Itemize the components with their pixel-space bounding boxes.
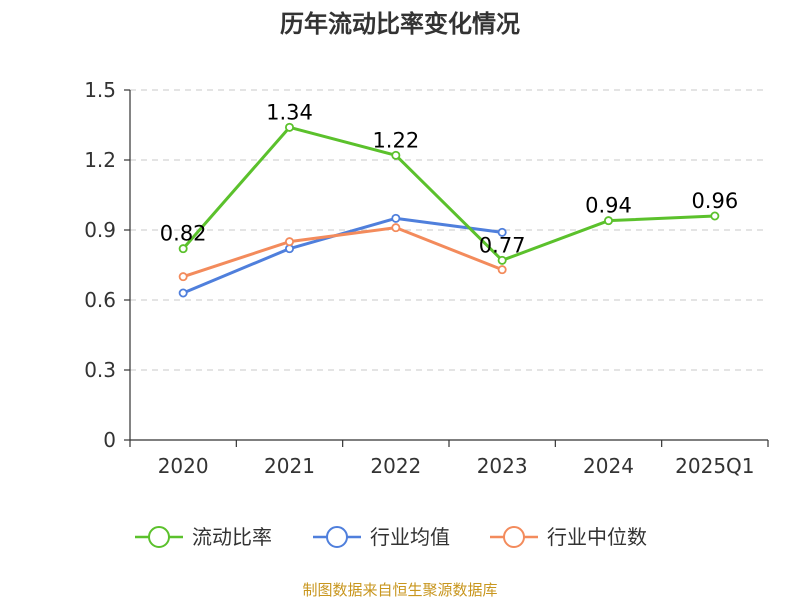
y-tick-label: 0 bbox=[103, 428, 116, 452]
data-label: 1.34 bbox=[266, 100, 313, 124]
series-line-2 bbox=[182, 226, 503, 279]
data-point bbox=[391, 213, 401, 223]
grid bbox=[130, 89, 768, 371]
legend-item[interactable]: 行业中位数 bbox=[490, 525, 647, 549]
axes: 0 0.3 0.6 0.9 1.2 1.5 2020 2021 2022 2023 2024 2025… bbox=[84, 78, 769, 478]
legend-label: 行业均值 bbox=[370, 525, 450, 549]
series-line-0 bbox=[182, 125, 715, 262]
y-tick-label: 0.6 bbox=[84, 288, 116, 312]
data-point bbox=[391, 150, 401, 160]
data-point bbox=[178, 288, 188, 298]
source-note: 制图数据来自恒生聚源数据库 bbox=[302, 581, 497, 599]
data-label: 0.96 bbox=[691, 189, 738, 213]
data-point bbox=[497, 255, 507, 265]
data-point bbox=[178, 272, 188, 282]
legend-marker bbox=[148, 526, 170, 548]
legend-marker bbox=[326, 526, 348, 548]
data-point bbox=[497, 265, 507, 275]
chart-title: 历年流动比率变化情况 bbox=[280, 10, 520, 38]
legend-label: 行业中位数 bbox=[547, 525, 647, 549]
y-tick-label: 1.2 bbox=[84, 148, 116, 172]
y-tick-label: 0.3 bbox=[84, 358, 116, 382]
y-tick-label: 1.5 bbox=[84, 78, 116, 102]
data-point bbox=[284, 122, 294, 132]
x-tick-label: 2021 bbox=[264, 454, 315, 478]
data-label: 0.77 bbox=[479, 233, 526, 257]
x-tick-label: 2022 bbox=[370, 454, 421, 478]
x-tick-label: 2020 bbox=[158, 454, 209, 478]
data-label: 0.82 bbox=[160, 222, 207, 246]
x-tick-label: 2025Q1 bbox=[675, 454, 754, 478]
series bbox=[178, 122, 720, 298]
legend-marker bbox=[503, 526, 525, 548]
data-point bbox=[391, 223, 401, 233]
data-labels: 0.82 1.34 1.22 0.77 0.94 0.96 bbox=[160, 100, 738, 257]
data-point bbox=[284, 237, 294, 247]
x-tick-label: 2024 bbox=[583, 454, 634, 478]
legend-label: 流动比率 bbox=[192, 525, 272, 549]
data-point bbox=[178, 244, 188, 254]
data-point bbox=[710, 211, 720, 221]
legend[interactable]: 流动比率 行业均值 行业中位数 bbox=[135, 525, 647, 549]
data-label: 0.94 bbox=[585, 194, 632, 218]
data-point bbox=[604, 216, 614, 226]
legend-item[interactable]: 流动比率 bbox=[135, 525, 272, 549]
data-point bbox=[497, 227, 507, 237]
data-label: 1.22 bbox=[372, 128, 419, 152]
legend-item[interactable]: 行业均值 bbox=[313, 525, 450, 549]
x-tick-label: 2023 bbox=[477, 454, 528, 478]
y-tick-label: 0.9 bbox=[84, 218, 116, 242]
